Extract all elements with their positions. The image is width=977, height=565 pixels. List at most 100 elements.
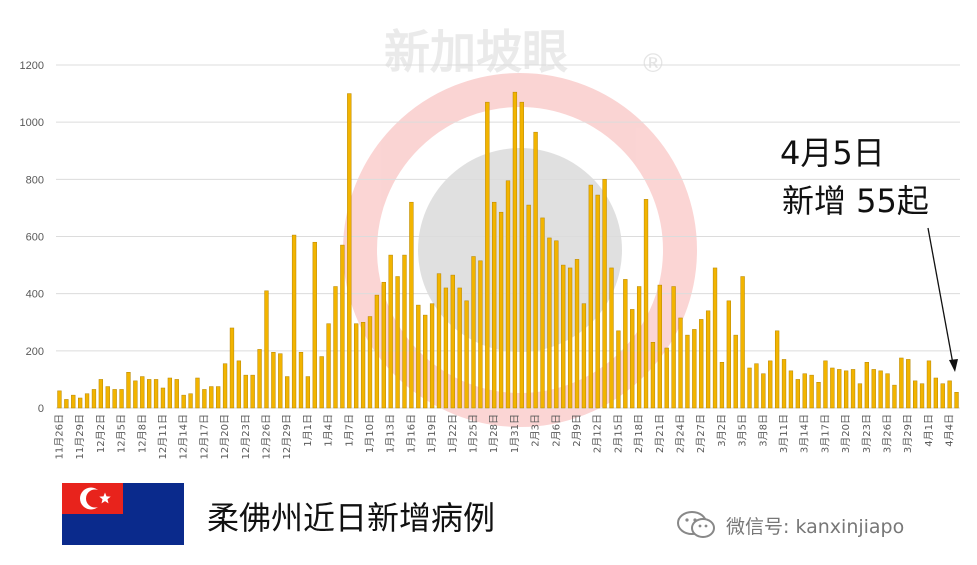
- bar: [768, 360, 773, 409]
- x-tick-label: 12月11日: [157, 414, 169, 459]
- bar: [595, 194, 600, 409]
- bar: [906, 359, 911, 409]
- x-tick-label: 3月2日: [716, 414, 728, 447]
- bar: [250, 374, 255, 409]
- annotation-arrow-head: [949, 359, 958, 372]
- x-tick-label: 1月19日: [426, 414, 438, 453]
- wechat-id: 微信号: kanxinjiapo: [726, 515, 905, 538]
- bar: [71, 394, 76, 409]
- x-tick-label: 1月28日: [488, 414, 500, 453]
- bar: [926, 360, 932, 409]
- bar: [416, 304, 421, 409]
- bar: [540, 217, 545, 409]
- bar: [781, 359, 787, 409]
- annotation: 4月5日 新增 55起: [780, 134, 958, 372]
- annotation-count: 新增 55起: [782, 182, 929, 220]
- bar: [754, 363, 759, 409]
- johor-flag: [62, 483, 184, 545]
- x-tick-label: 3月17日: [819, 414, 831, 453]
- bar: [305, 376, 311, 409]
- bar: [498, 211, 504, 409]
- bar: [705, 310, 711, 409]
- annotation-date: 4月5日: [780, 134, 885, 172]
- y-tick-label: 0: [38, 403, 44, 415]
- y-tick-label: 600: [26, 232, 44, 244]
- y-tick-label: 400: [26, 289, 44, 301]
- bar: [630, 309, 635, 409]
- bar: [133, 380, 138, 409]
- bar: [436, 273, 442, 409]
- bar: [140, 376, 145, 409]
- bar: [878, 370, 883, 409]
- x-tick-label: 2月3日: [530, 414, 542, 447]
- bar: [402, 254, 407, 409]
- bar: [374, 294, 380, 409]
- x-tick-label: 3月14日: [799, 414, 811, 453]
- bar: [264, 290, 269, 409]
- bar: [471, 256, 476, 409]
- bar: [423, 314, 428, 409]
- bar: [229, 327, 235, 409]
- bar: [319, 356, 324, 409]
- bar: [409, 201, 414, 409]
- bar: [533, 131, 538, 409]
- bar: [809, 374, 814, 409]
- bar: [554, 240, 559, 409]
- bar: [692, 329, 697, 409]
- bar: [519, 101, 524, 409]
- flag-star: [99, 492, 111, 504]
- bar: [740, 276, 745, 409]
- bar: [153, 379, 159, 409]
- x-tick-label: 2月15日: [612, 414, 624, 453]
- bar: [547, 237, 552, 409]
- x-tick-label: 12月2日: [95, 414, 107, 453]
- bar: [802, 373, 807, 409]
- bar: [505, 180, 511, 409]
- bar: [761, 373, 766, 409]
- bar: [478, 260, 483, 409]
- bar: [561, 264, 566, 409]
- bar: [747, 367, 752, 409]
- bar: [457, 287, 462, 409]
- x-tick-label: 1月7日: [343, 414, 355, 447]
- bar: [167, 377, 173, 409]
- watermark-text: 新加坡眼: [384, 25, 568, 79]
- x-tick-label: 2月9日: [571, 414, 583, 447]
- bar: [160, 387, 166, 409]
- bar: [871, 369, 876, 409]
- watermark-registered-mark: ®: [640, 49, 666, 79]
- bar: [774, 330, 780, 409]
- x-tick-label: 3月5日: [737, 414, 749, 447]
- x-tick-label: 1月1日: [302, 414, 314, 447]
- bar: [788, 370, 794, 409]
- bar: [602, 179, 607, 409]
- x-tick-label: 2月18日: [633, 414, 645, 453]
- x-tick-label: 11月26日: [53, 414, 65, 459]
- bar: [360, 322, 366, 409]
- annotation-arrow-line: [927, 227, 954, 365]
- x-tick-label: 12月26日: [260, 414, 272, 459]
- bar: [512, 91, 518, 409]
- bar: [857, 383, 863, 409]
- bars: [57, 91, 959, 409]
- bar: [837, 369, 842, 409]
- bar: [526, 204, 531, 409]
- bar: [395, 276, 400, 409]
- bar: [581, 303, 587, 409]
- y-tick-label: 1000: [20, 117, 44, 129]
- bar: [450, 274, 455, 409]
- chart-caption: 柔佛州近日新增病例: [207, 499, 496, 537]
- bar: [664, 347, 669, 409]
- x-tick-label: 3月8日: [757, 414, 769, 447]
- wechat-icon: [677, 511, 715, 538]
- bar: [940, 383, 945, 409]
- bar: [485, 101, 490, 409]
- y-tick-label: 1200: [20, 60, 44, 72]
- bar: [195, 377, 200, 409]
- bar: [843, 370, 849, 409]
- x-tick-label: 3月11日: [778, 414, 790, 453]
- bar: [91, 389, 97, 409]
- bar: [671, 286, 676, 409]
- bar: [209, 386, 214, 409]
